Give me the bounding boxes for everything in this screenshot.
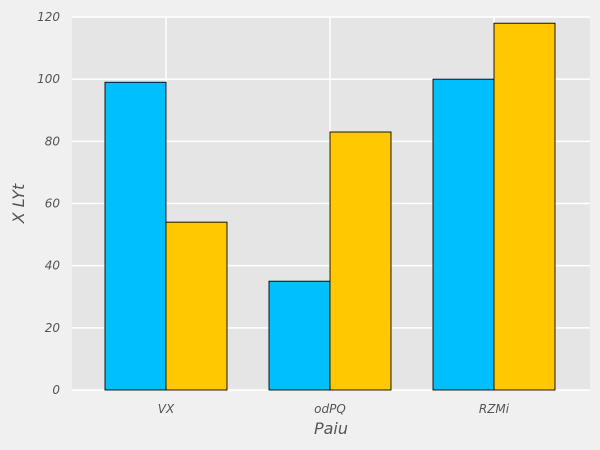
- x-axis-label: Paiu: [314, 419, 348, 438]
- y-tick-label: 120: [37, 10, 60, 24]
- bar-series-1: [268, 280, 331, 391]
- y-tick-label: 80: [45, 134, 61, 148]
- bar-series-2: [329, 131, 392, 391]
- y-tick-label: 20: [45, 321, 61, 335]
- bar-series-2: [165, 221, 228, 391]
- bar-series-1: [104, 81, 167, 391]
- y-tick-label: 0: [52, 383, 60, 397]
- bar-series-1: [432, 78, 495, 391]
- x-tick-label: odPQ: [314, 402, 346, 416]
- y-axis-label: X LYt: [9, 183, 28, 224]
- bars: [104, 22, 556, 391]
- y-tick-label: 40: [45, 259, 61, 273]
- y-tick-label: 60: [45, 197, 61, 211]
- y-axis-ticks: 0 20 40 60 80 100 120: [37, 10, 60, 397]
- x-axis-ticks: VX odPQ RZMi: [158, 402, 510, 416]
- x-tick-label: RZMi: [479, 402, 510, 416]
- y-tick-label: 100: [37, 72, 60, 86]
- bar-series-2: [493, 22, 556, 391]
- x-tick-label: VX: [158, 402, 175, 416]
